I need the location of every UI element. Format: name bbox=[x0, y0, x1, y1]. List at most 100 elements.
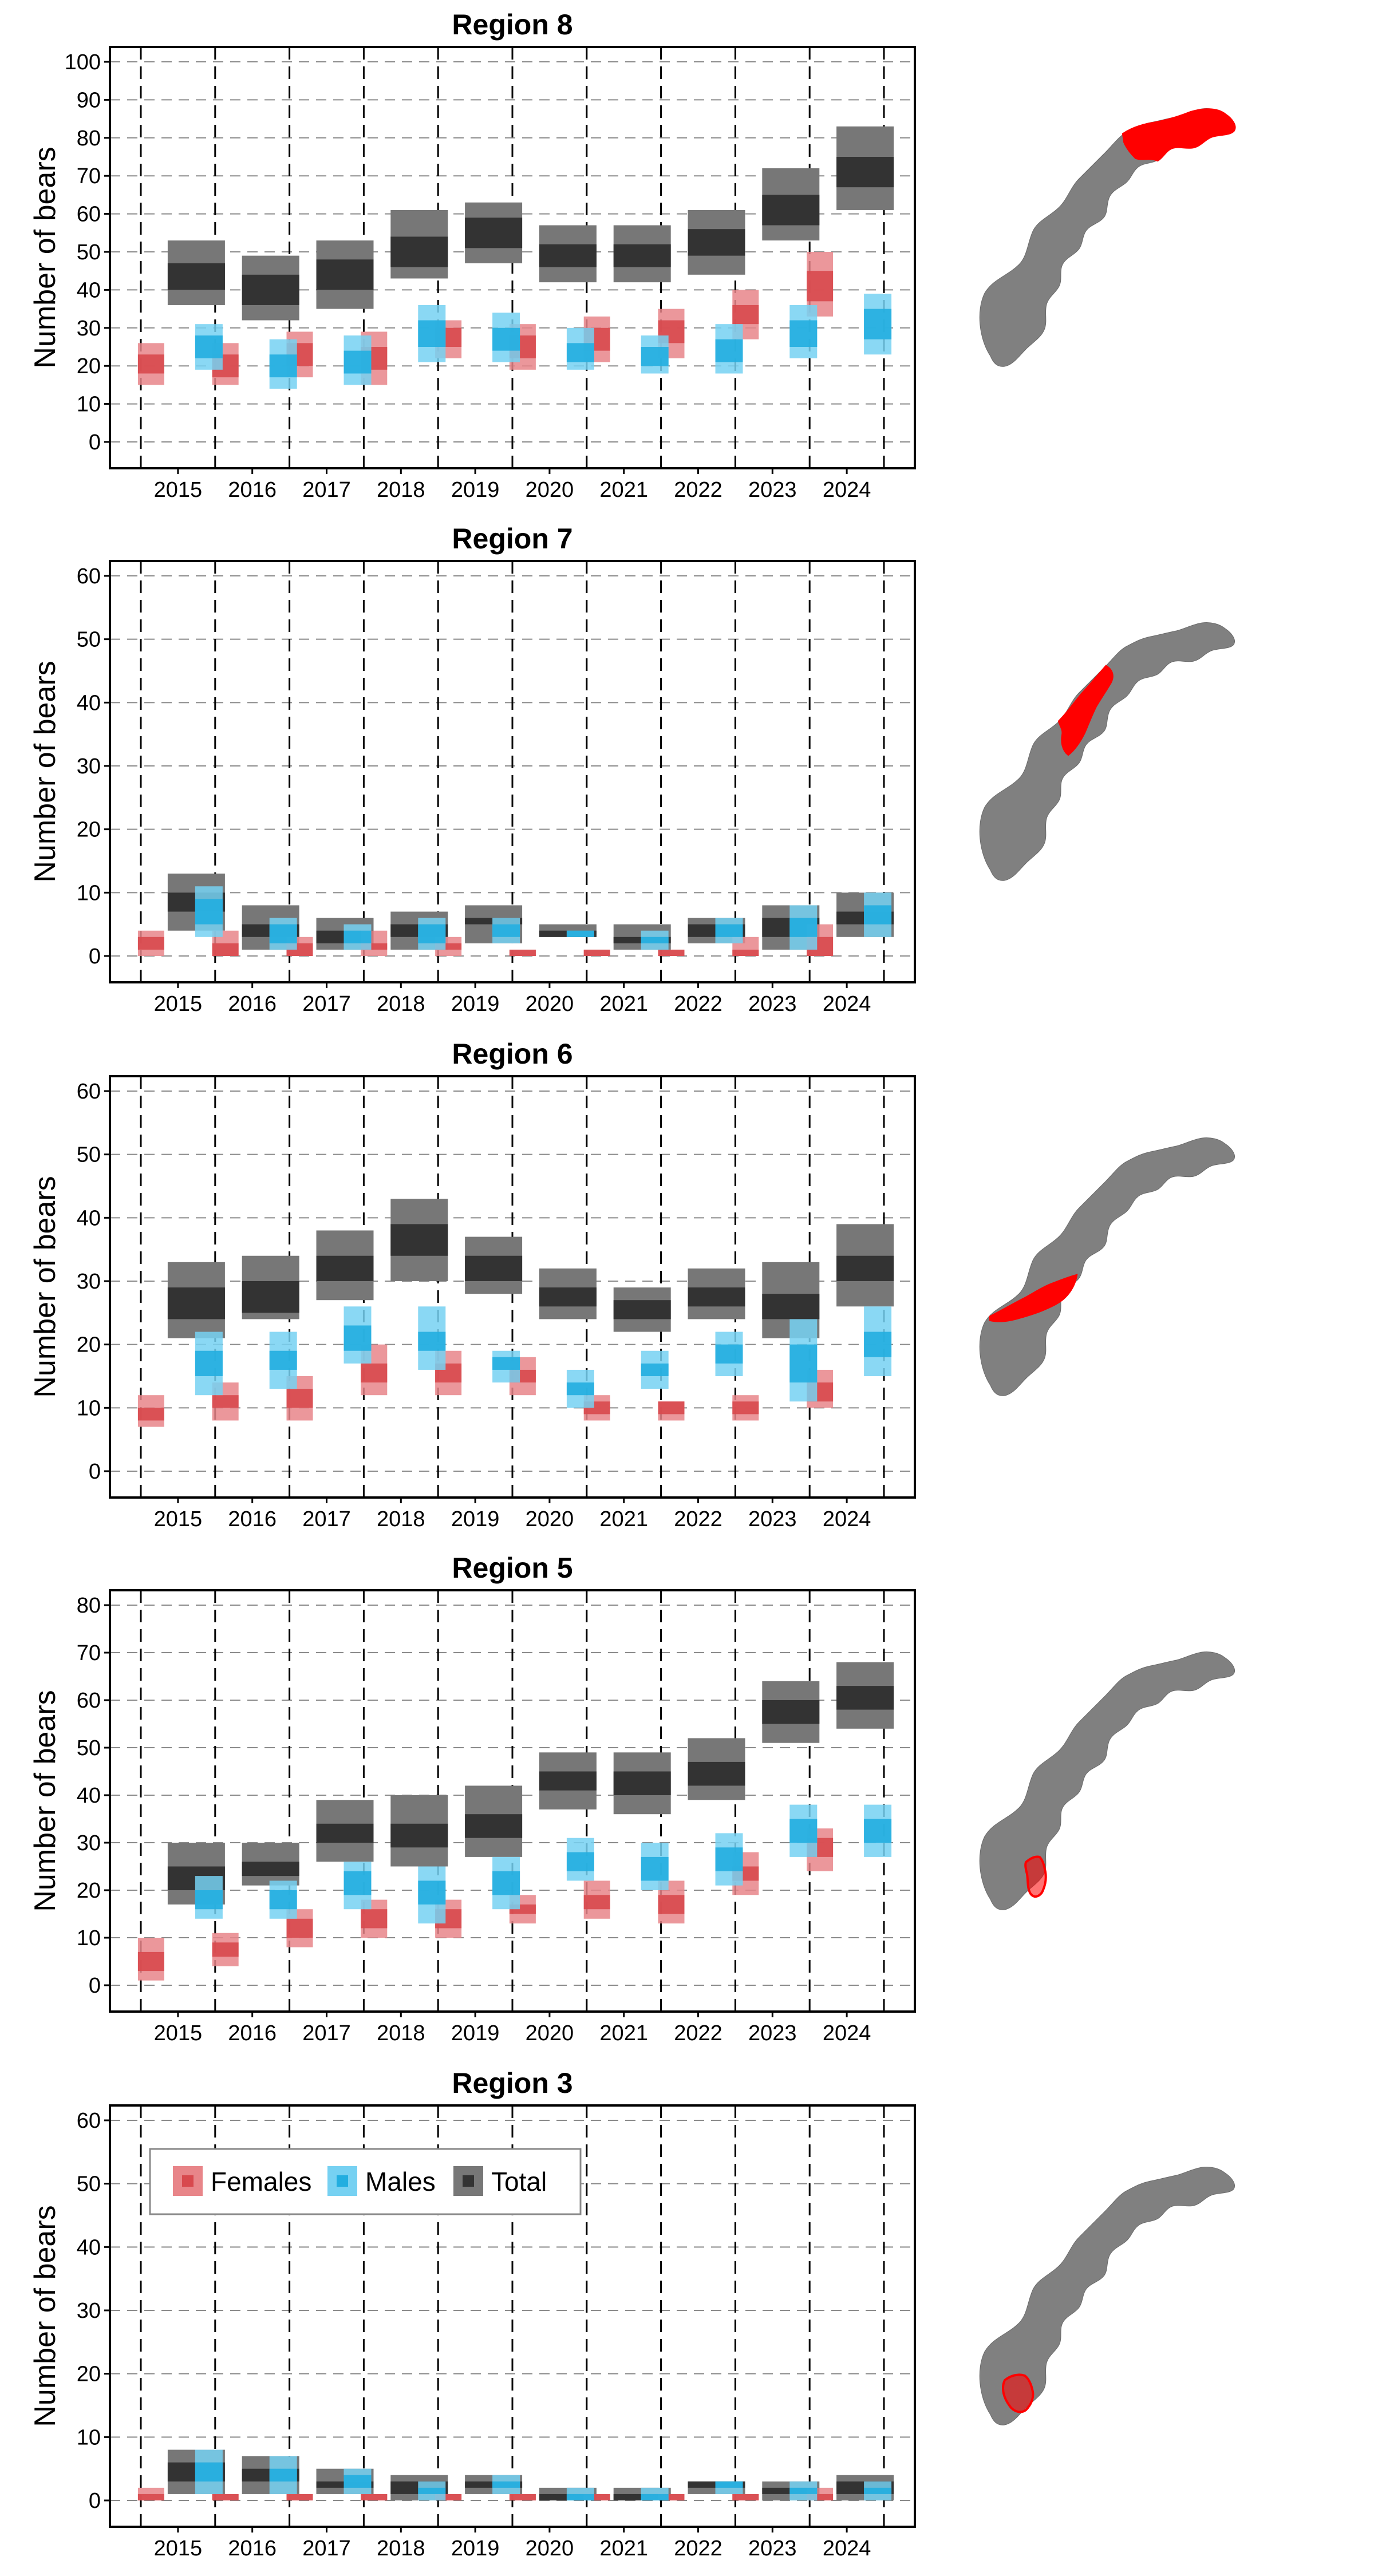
females-inner-bar bbox=[658, 2494, 685, 2500]
females-inner-bar bbox=[286, 1389, 313, 1408]
x-tick-label: 2023 bbox=[748, 1507, 797, 1531]
norway-map bbox=[979, 2167, 1235, 2425]
males-inner-bar bbox=[195, 1350, 223, 1376]
x-tick-label: 2015 bbox=[154, 1507, 203, 1531]
males-inner-bar bbox=[715, 1344, 743, 1364]
y-tick-label: 10 bbox=[77, 881, 101, 905]
males-inner-bar bbox=[789, 1344, 818, 1383]
males-inner-bar bbox=[344, 350, 372, 374]
males-inner-bar bbox=[789, 918, 818, 937]
y-tick-label: 20 bbox=[77, 354, 101, 378]
map-land bbox=[979, 1137, 1235, 1396]
x-tick-label: 2023 bbox=[748, 992, 797, 1016]
males-inner-bar bbox=[344, 1325, 372, 1351]
norway-map bbox=[979, 622, 1235, 881]
x-tick-label: 2015 bbox=[154, 2021, 203, 2045]
total-inner-bar bbox=[242, 274, 299, 305]
y-tick-label: 60 bbox=[77, 203, 101, 227]
y-tick-label: 80 bbox=[77, 1594, 101, 1618]
plot-frame bbox=[109, 2104, 916, 2528]
chart-panel: Region 3 0 10 20 30 40 50 60 2015 2016 2017 2018 201… bbox=[29, 2067, 1235, 2561]
males-inner-bar bbox=[864, 1819, 892, 1843]
males-inner-bar bbox=[566, 2494, 594, 2500]
x-tick-label: 2023 bbox=[748, 2021, 797, 2045]
y-tick-label: 30 bbox=[77, 317, 101, 341]
y-axis-label: Number of bears bbox=[29, 1176, 62, 1397]
females-inner-bar bbox=[658, 1401, 685, 1415]
map-region-highlight bbox=[989, 1274, 1078, 1322]
y-tick-label: 50 bbox=[77, 1736, 101, 1760]
x-tick-label: 2020 bbox=[526, 2021, 574, 2045]
y-tick-label: 20 bbox=[77, 1879, 101, 1903]
x-tick-label: 2015 bbox=[154, 2537, 203, 2561]
x-tick-label: 2017 bbox=[302, 992, 351, 1016]
y-tick-label: 10 bbox=[77, 1396, 101, 1420]
males-inner-bar bbox=[789, 2487, 818, 2494]
males-inner-bar bbox=[641, 347, 669, 366]
chart-title: Region 7 bbox=[452, 523, 572, 555]
legend-swatch-core bbox=[337, 2175, 348, 2187]
x-tick-label: 2016 bbox=[228, 478, 277, 502]
x-tick-label: 2022 bbox=[674, 1507, 722, 1531]
norway-map bbox=[979, 1137, 1235, 1396]
y-axis-label: Number of bears bbox=[29, 2205, 62, 2427]
plot-frame bbox=[109, 46, 916, 469]
x-tick-label: 2023 bbox=[748, 2537, 797, 2561]
x-tick-label: 2021 bbox=[599, 2537, 648, 2561]
y-tick-label: 10 bbox=[77, 1926, 101, 1950]
x-tick-label: 2024 bbox=[823, 1507, 871, 1531]
x-tick-label: 2023 bbox=[748, 478, 797, 502]
x-tick-label: 2020 bbox=[526, 992, 574, 1016]
total-inner-bar bbox=[167, 263, 225, 290]
males-inner-bar bbox=[195, 899, 223, 924]
y-tick-label: 20 bbox=[77, 818, 101, 842]
total-inner-bar bbox=[242, 1862, 299, 1876]
x-tick-label: 2017 bbox=[302, 1507, 351, 1531]
females-inner-bar bbox=[658, 1895, 685, 1914]
y-tick-label: 30 bbox=[77, 1831, 101, 1855]
x-tick-label: 2016 bbox=[228, 992, 277, 1016]
legend-swatch-core bbox=[463, 2175, 474, 2187]
y-tick-label: 0 bbox=[89, 945, 101, 969]
x-tick-label: 2024 bbox=[823, 2021, 871, 2045]
total-inner-bar bbox=[762, 195, 820, 226]
total-inner-bar bbox=[465, 1814, 523, 1838]
map-land bbox=[979, 1652, 1235, 1910]
males-inner-bar bbox=[269, 1890, 297, 1910]
males-inner-bar bbox=[492, 2481, 520, 2488]
males-inner-bar bbox=[641, 937, 669, 943]
y-tick-label: 0 bbox=[89, 1460, 101, 1484]
norway-map bbox=[979, 108, 1236, 367]
females-inner-bar bbox=[435, 2494, 462, 2500]
males-inner-bar bbox=[195, 1890, 223, 1910]
total-inner-bar bbox=[762, 1294, 820, 1319]
males-inner-bar bbox=[715, 339, 743, 362]
males-inner-bar bbox=[344, 930, 372, 943]
females-inner-bar bbox=[137, 2494, 164, 2500]
females-inner-bar bbox=[509, 949, 536, 956]
females-inner-bar bbox=[212, 2494, 239, 2500]
males-inner-bar bbox=[641, 1856, 669, 1881]
males-inner-bar bbox=[418, 1332, 446, 1351]
females-inner-bar bbox=[807, 2494, 834, 2500]
males-inner-bar bbox=[864, 1332, 892, 1357]
females-inner-bar bbox=[286, 1918, 313, 1938]
x-tick-label: 2016 bbox=[228, 1507, 277, 1531]
males-inner-bar bbox=[269, 2468, 297, 2482]
males-inner-bar bbox=[344, 1871, 372, 1895]
y-tick-label: 10 bbox=[77, 2425, 101, 2449]
total-inner-bar bbox=[390, 236, 448, 267]
males-inner-bar bbox=[715, 2481, 743, 2488]
y-tick-label: 70 bbox=[77, 164, 101, 188]
x-tick-label: 2024 bbox=[823, 478, 871, 502]
x-tick-label: 2021 bbox=[599, 1507, 648, 1531]
chart-title: Region 3 bbox=[452, 2067, 572, 2099]
x-tick-label: 2019 bbox=[451, 1507, 500, 1531]
map-region-highlight bbox=[1024, 1855, 1047, 1898]
total-inner-bar bbox=[465, 1255, 523, 1281]
map-land bbox=[979, 622, 1235, 881]
chart-title: Region 5 bbox=[452, 1552, 572, 1584]
males-inner-bar bbox=[492, 327, 520, 351]
x-tick-label: 2018 bbox=[377, 2021, 425, 2045]
